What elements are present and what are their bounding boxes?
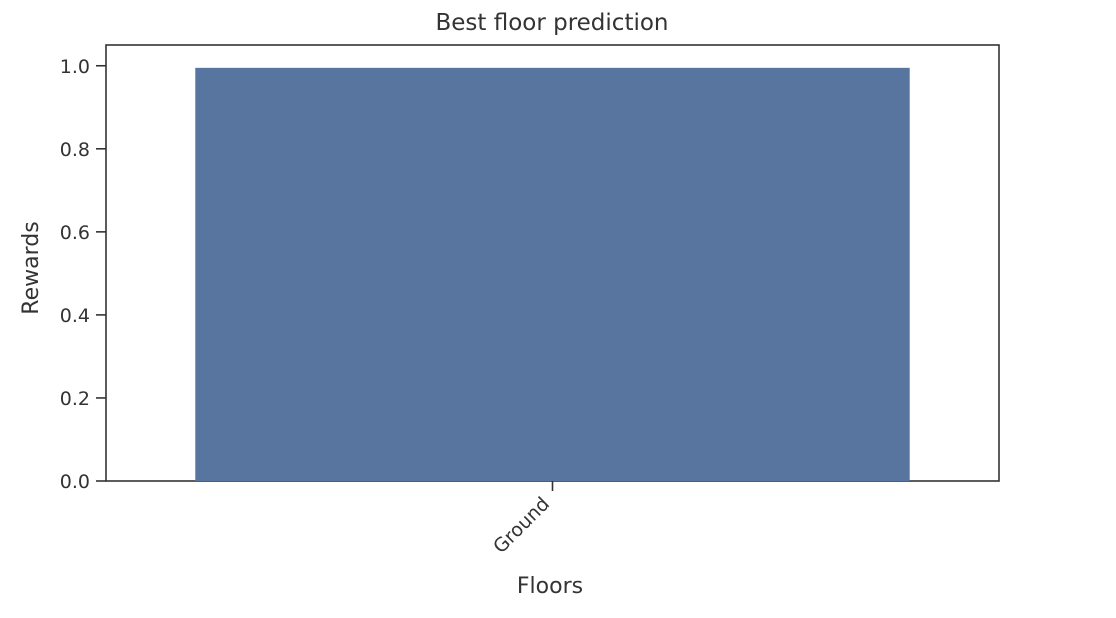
x-axis-label: Floors bbox=[517, 574, 583, 599]
x-tick-label: Ground bbox=[489, 493, 554, 558]
y-axis: 0.0 0.2 0.4 0.6 0.8 1.0 bbox=[60, 56, 106, 493]
y-tick-label: 0.6 bbox=[60, 222, 90, 244]
y-tick-label: 0.2 bbox=[60, 388, 90, 410]
chart-title: Best floor prediction bbox=[435, 10, 668, 36]
y-tick-label: 0.8 bbox=[60, 139, 90, 161]
bar bbox=[195, 67, 910, 481]
x-axis: Ground bbox=[489, 481, 554, 558]
y-axis-label: Rewards bbox=[19, 221, 44, 314]
y-tick-label: 1.0 bbox=[60, 56, 90, 78]
y-tick-label: 0.0 bbox=[60, 471, 90, 493]
bars-layer bbox=[195, 67, 910, 481]
y-tick-label: 0.4 bbox=[60, 305, 90, 327]
